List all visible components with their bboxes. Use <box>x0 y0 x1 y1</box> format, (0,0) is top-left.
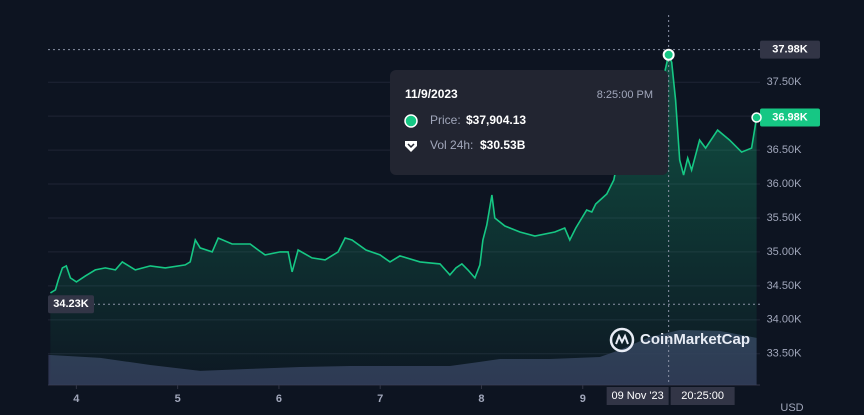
y-tick-label: 36.50K <box>767 144 803 156</box>
tooltip-box <box>390 70 668 175</box>
tooltip-date: 11/9/2023 <box>405 87 458 101</box>
y-tick-label: 37.50K <box>767 76 803 88</box>
overlay-layer: 37.98K 34.23K 36.98K 09 Nov '23 20:25:00 <box>48 15 820 405</box>
y-tick-label: 36.00K <box>767 178 803 190</box>
y-tick-label: 35.50K <box>767 212 803 224</box>
y-tick-label: 33.50K <box>767 348 803 360</box>
volume-value: $30.53B <box>480 138 526 152</box>
watermark: CoinMarketCap <box>609 327 750 353</box>
reference-label-box <box>760 40 820 59</box>
tooltip: 11/9/2023 8:25:00 PM Price: $37,904.13 V… <box>390 70 668 175</box>
volume-label: Vol 24h: <box>430 138 473 152</box>
reference-label: 36.98K <box>772 111 808 123</box>
x-tick-label: 4 <box>73 393 80 405</box>
y-tick-label: 35.00K <box>767 246 803 258</box>
reference-label-box <box>48 295 94 314</box>
crosshair-time: 20:25:00 <box>681 390 724 402</box>
crosshair-date-box <box>606 387 669 405</box>
volume-icon-mark <box>407 143 415 149</box>
price-area <box>50 54 757 386</box>
x-tick-label: 9 <box>580 393 586 405</box>
crosshair-time-box <box>670 387 735 405</box>
crosshair-date: 09 Nov '23 <box>612 390 664 402</box>
watermark-text: CoinMarketCap <box>640 331 750 348</box>
price-value: $37,904.13 <box>466 113 526 127</box>
logo <box>609 327 635 353</box>
y-tick-label: 34.00K <box>767 314 803 326</box>
x-tick-label: 7 <box>377 393 383 405</box>
last-point <box>751 112 762 123</box>
reference-label: 37.98K <box>772 44 808 56</box>
x-tick-label: 5 <box>175 393 181 405</box>
logo-mark <box>615 333 629 345</box>
tooltip-time: 8:25:00 PM <box>597 89 653 101</box>
price-icon <box>404 114 418 128</box>
reference-label-box <box>760 108 820 127</box>
x-tick-label: 8 <box>478 393 484 405</box>
hover-point <box>662 48 675 61</box>
y-axis-unit: USD <box>780 402 803 414</box>
price-label: Price: <box>430 113 461 127</box>
y-tick-label: 34.50K <box>767 280 803 292</box>
reference-label: 34.23K <box>53 298 89 310</box>
x-tick-label: 6 <box>276 393 282 405</box>
